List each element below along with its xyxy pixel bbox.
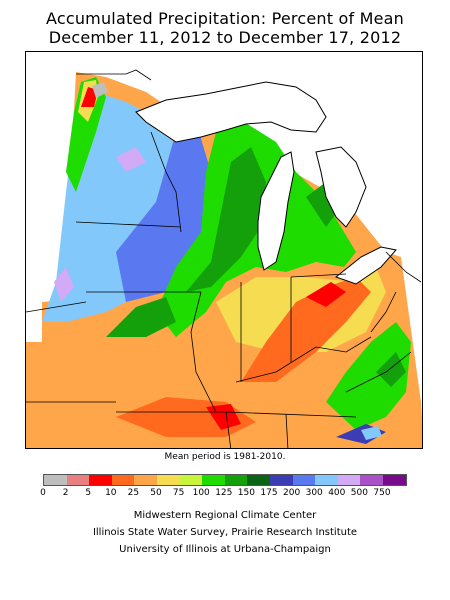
- legend-label: 200: [283, 488, 301, 498]
- legend-swatch: [179, 475, 203, 485]
- border-ks: [26, 301, 87, 313]
- border-pa: [385, 251, 422, 283]
- legend-label: 400: [328, 488, 346, 498]
- legend-label: 75: [172, 488, 185, 498]
- zone-green-southeast: [326, 322, 411, 430]
- legend-swatch: [337, 475, 361, 485]
- border-al: [285, 413, 289, 448]
- legend-swatch: [111, 475, 135, 485]
- legend-swatch: [134, 475, 157, 485]
- zone-green-northwest: [66, 77, 106, 192]
- zone-purple-patch-1: [116, 147, 146, 172]
- border-ky: [235, 336, 372, 383]
- credit-uiuc: University of Illinois at Urbana-Champai…: [119, 544, 331, 555]
- legend-label: 5: [85, 488, 92, 498]
- us-canada-border: [76, 69, 152, 81]
- border-mn-wi: [150, 131, 182, 233]
- legend-label: 150: [237, 488, 255, 498]
- legend-label: 175: [260, 488, 278, 498]
- lake-superior: [135, 81, 327, 143]
- zone-red-northwest: [81, 87, 98, 107]
- legend-swatch: [44, 475, 67, 485]
- state-boundaries: [26, 69, 422, 448]
- border-va: [345, 351, 412, 393]
- credit-isws: Illinois State Water Survey, Prairie Res…: [92, 527, 358, 538]
- zone-darkgreen-central: [186, 147, 266, 292]
- border-mo-east: [190, 291, 217, 413]
- precipitation-map: [25, 51, 423, 449]
- legend-swatch: [224, 475, 248, 485]
- legend-label: 500: [350, 488, 368, 498]
- legend-swatch: [202, 475, 225, 485]
- legend-swatch: [315, 475, 338, 485]
- legend-label: 0: [40, 488, 46, 498]
- legend-label: 300: [305, 488, 323, 498]
- legend-labels: 0 2 5 10 25 50 75 100 125 150 175 200 300 400 500 750: [0, 488, 450, 500]
- legend-swatch: [156, 475, 180, 485]
- zone-red-south: [206, 404, 241, 430]
- legend-label: 100: [192, 488, 210, 498]
- legend-swatch: [292, 475, 316, 485]
- great-lakes: [135, 81, 397, 285]
- border-ms: [225, 411, 232, 448]
- zone-darkgreen-west: [106, 297, 176, 337]
- legend-label: 125: [215, 488, 233, 498]
- legend-label: 750: [373, 488, 391, 498]
- map-date-range: December 11, 2012 to December 17, 2012: [48, 28, 402, 47]
- legend-label: 10: [105, 488, 117, 498]
- border-wv: [370, 291, 397, 333]
- credit-mrcc: Midwestern Regional Climate Center: [133, 510, 317, 521]
- legend-color-bar: [43, 474, 407, 486]
- zone-red-ohio: [306, 282, 346, 307]
- zone-redorange-valley: [241, 277, 371, 382]
- legend-swatch: [89, 475, 112, 485]
- zone-darkgreen-southeast: [376, 352, 406, 387]
- zone-purple-patch-2: [54, 267, 74, 302]
- lake-erie: [334, 246, 397, 285]
- legend-swatch: [247, 475, 270, 485]
- legend-swatch: [269, 475, 293, 485]
- legend-label: 2: [62, 488, 69, 498]
- legend-swatch: [360, 475, 383, 485]
- zone-lightblue-southeast: [361, 426, 382, 440]
- mean-period-note: Mean period is 1981-2010.: [164, 452, 286, 462]
- legend-swatch: [382, 475, 406, 485]
- lake-michigan: [257, 151, 295, 271]
- legend-label: 25: [127, 488, 140, 498]
- map-title: Accumulated Precipitation: Percent of Me…: [45, 9, 404, 28]
- border-ia-north: [75, 221, 182, 228]
- legend-label: 50: [150, 488, 162, 498]
- border-mi-oh: [290, 273, 347, 278]
- lake-huron: [315, 146, 367, 228]
- legend-swatch: [66, 475, 90, 485]
- precipitation-fill-layers: [26, 72, 422, 448]
- zone-gray-northwest: [92, 82, 108, 98]
